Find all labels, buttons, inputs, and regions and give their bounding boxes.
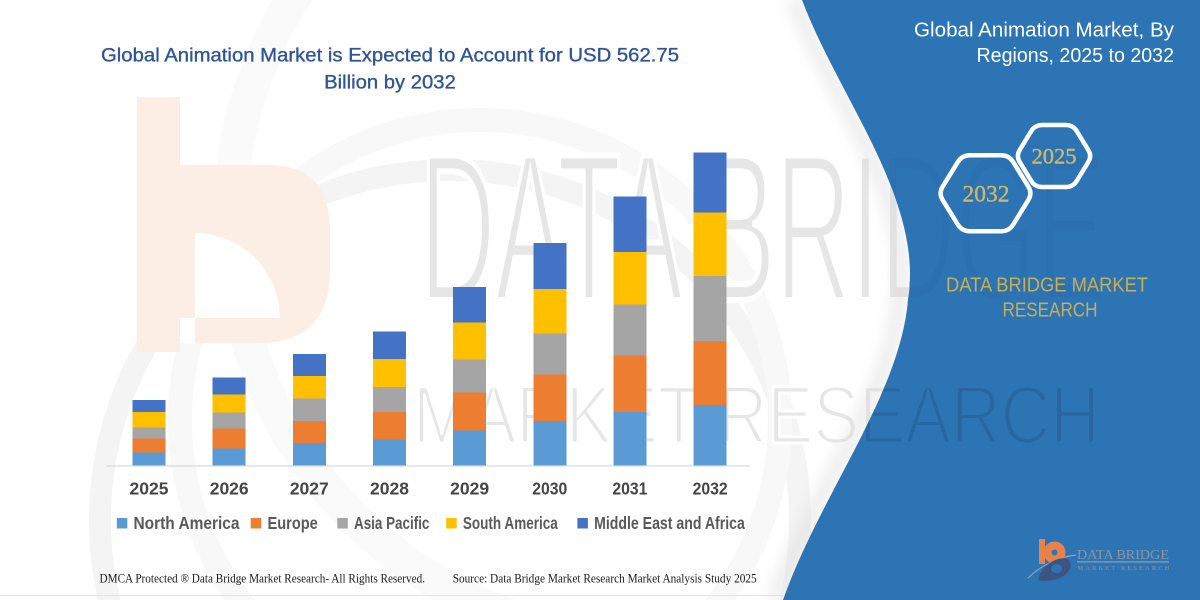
svg-text:Global Animation Market, By: Global Animation Market, By	[914, 19, 1174, 41]
svg-text:MARKET RESEARCH: MARKET RESEARCH	[1078, 565, 1172, 572]
svg-text:2032: 2032	[693, 479, 728, 499]
svg-text:DMCA Protected ® Data Bridge M: DMCA Protected ® Data Bridge Market Rese…	[100, 571, 426, 586]
svg-text:2026: 2026	[210, 479, 249, 499]
svg-text:Regions, 2025 to 2032: Regions, 2025 to 2032	[977, 45, 1175, 67]
svg-text:2027: 2027	[290, 479, 329, 499]
svg-text:Europe: Europe	[268, 513, 319, 533]
svg-text:Global Animation Market is Exp: Global Animation Market is Expected to A…	[101, 45, 679, 67]
svg-text:Middle East and Africa: Middle East and Africa	[594, 513, 745, 533]
svg-text:2031: 2031	[612, 479, 647, 499]
svg-text:Asia Pacific: Asia Pacific	[354, 513, 430, 533]
svg-text:DATA BRIDGE: DATA BRIDGE	[1077, 548, 1169, 563]
svg-text:2029: 2029	[450, 479, 489, 499]
svg-text:North America: North America	[134, 513, 240, 533]
svg-text:2025: 2025	[1032, 144, 1077, 169]
svg-text:South America: South America	[463, 513, 558, 533]
svg-text:2028: 2028	[370, 479, 409, 499]
svg-text:DATA BRIDGE MARKET: DATA BRIDGE MARKET	[946, 275, 1148, 297]
svg-text:2032: 2032	[963, 182, 1010, 208]
svg-text:2025: 2025	[130, 479, 169, 499]
svg-text:Billion by 2032: Billion by 2032	[324, 72, 456, 94]
svg-text:2030: 2030	[532, 479, 567, 499]
svg-text:RESEARCH: RESEARCH	[1003, 299, 1098, 321]
svg-text:Source: Data Bridge Market Res: Source: Data Bridge Market Research Mark…	[453, 571, 757, 586]
